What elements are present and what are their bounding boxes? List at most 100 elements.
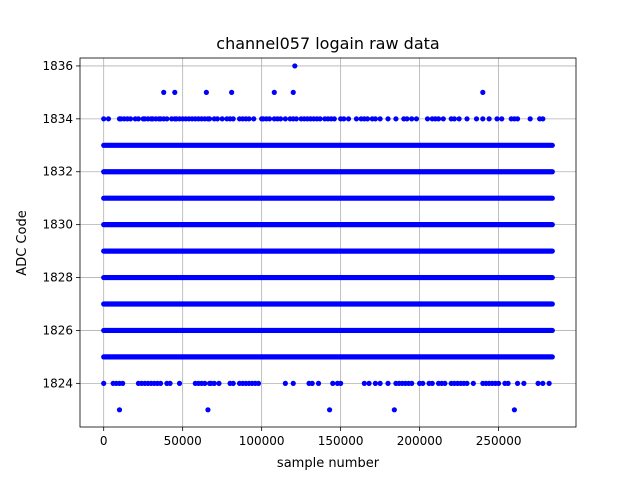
outlier-point (271, 89, 277, 95)
data-point-1834 (527, 116, 533, 122)
data-point-1824 (330, 380, 336, 386)
data-point-1824 (372, 380, 378, 386)
data-point-1834 (424, 116, 431, 122)
data-point-1834 (393, 116, 399, 122)
y-axis-ticks: 1824 1826 1828 1830 1832 1834 1836 (42, 59, 80, 390)
outlier-point (290, 89, 296, 95)
data-point-1834 (480, 116, 486, 122)
y-tick-label: 1830 (42, 218, 73, 232)
data-point-1834 (214, 116, 221, 122)
data-point-1824 (429, 380, 435, 386)
data-point-1834 (404, 116, 410, 122)
data-point-1834 (251, 116, 257, 122)
data-point-1824 (216, 380, 222, 386)
data-point-1834 (372, 116, 378, 122)
outlier-point (205, 407, 211, 413)
data-point-1834 (473, 116, 480, 122)
data-point-1824 (315, 380, 322, 386)
data-point-1834 (456, 116, 462, 122)
data-point-1834 (101, 116, 107, 122)
data-point-1824 (282, 380, 288, 386)
data-point-1834 (105, 116, 112, 122)
x-tick-label: 150000 (318, 434, 364, 448)
data-point-1834 (514, 116, 521, 122)
data-point-1834 (317, 116, 323, 122)
data-point-1834 (164, 116, 170, 122)
data-point-1834 (135, 116, 142, 122)
outlier-point (511, 407, 517, 413)
scatter-points (101, 63, 555, 413)
data-point-1834 (341, 116, 347, 122)
data-point-1834 (206, 116, 213, 122)
data-point-1824 (309, 380, 315, 386)
data-point-1834 (435, 116, 442, 122)
data-point-1834 (331, 116, 337, 122)
data-point-1834 (451, 116, 457, 122)
data-point-1834 (219, 116, 225, 122)
data-point-1824 (120, 380, 126, 386)
data-point-1834 (246, 116, 252, 122)
data-point-1834 (409, 116, 415, 122)
outlier-point (172, 89, 178, 95)
data-point-1824 (211, 380, 217, 386)
x-tick-label: 100000 (239, 434, 285, 448)
data-point-1824 (495, 380, 502, 386)
data-point-1824 (409, 380, 415, 386)
data-point-1824 (377, 380, 383, 386)
data-point-1824 (157, 380, 164, 386)
data-point-1834 (345, 116, 352, 122)
data-point-1824 (202, 380, 208, 386)
data-point-1834 (282, 116, 288, 122)
data-point-1834 (499, 116, 505, 122)
x-axis-label: sample number (277, 456, 380, 471)
outlier-point (480, 89, 486, 95)
data-point-1824 (176, 380, 183, 386)
data-point-1834 (540, 116, 546, 122)
data-point-1824 (546, 380, 552, 386)
data-point-1824 (167, 380, 173, 386)
x-tick-label: 50000 (164, 434, 202, 448)
outlier-point (229, 89, 235, 95)
data-point-1824 (521, 380, 527, 386)
data-point-1834 (266, 116, 273, 122)
y-tick-label: 1826 (42, 323, 73, 337)
data-point-1824 (361, 380, 367, 386)
x-axis-ticks: 0 50000 100000 150000 200000 250000 (100, 427, 522, 448)
data-point-1834 (278, 116, 284, 122)
outlier-point (116, 407, 123, 413)
data-point-1834 (127, 116, 134, 122)
data-point-1834 (385, 116, 391, 122)
y-tick-label: 1834 (42, 112, 73, 126)
data-point-1834 (230, 116, 236, 122)
axes-frame (79, 57, 577, 428)
y-tick-label: 1828 (42, 271, 73, 285)
data-point-1834 (377, 116, 383, 122)
data-point-1824 (442, 380, 448, 386)
data-point-1824 (290, 380, 296, 386)
y-tick-label: 1832 (42, 165, 73, 179)
outlier-point (391, 407, 397, 413)
data-point-1834 (464, 116, 470, 122)
y-axis-label: ADC Code (15, 210, 30, 275)
data-point-1834 (364, 116, 371, 122)
outlier-point (203, 89, 209, 95)
x-tick-label: 250000 (476, 434, 522, 448)
data-point-1834 (494, 116, 500, 122)
data-point-1824 (366, 380, 372, 386)
data-point-1824 (255, 380, 262, 386)
chart-title: channel057 logain raw data (216, 34, 439, 53)
data-point-1824 (230, 380, 236, 386)
data-point-1824 (101, 380, 107, 386)
x-tick-label: 0 (100, 434, 108, 448)
data-point-1824 (385, 380, 391, 386)
data-point-1824 (464, 380, 470, 386)
data-point-1824 (514, 380, 521, 386)
data-point-1834 (486, 116, 492, 122)
data-point-1824 (505, 380, 511, 386)
data-point-1834 (413, 116, 420, 122)
outlier-point (326, 407, 333, 413)
outlier-point (161, 89, 167, 95)
data-point-1824 (420, 380, 426, 386)
